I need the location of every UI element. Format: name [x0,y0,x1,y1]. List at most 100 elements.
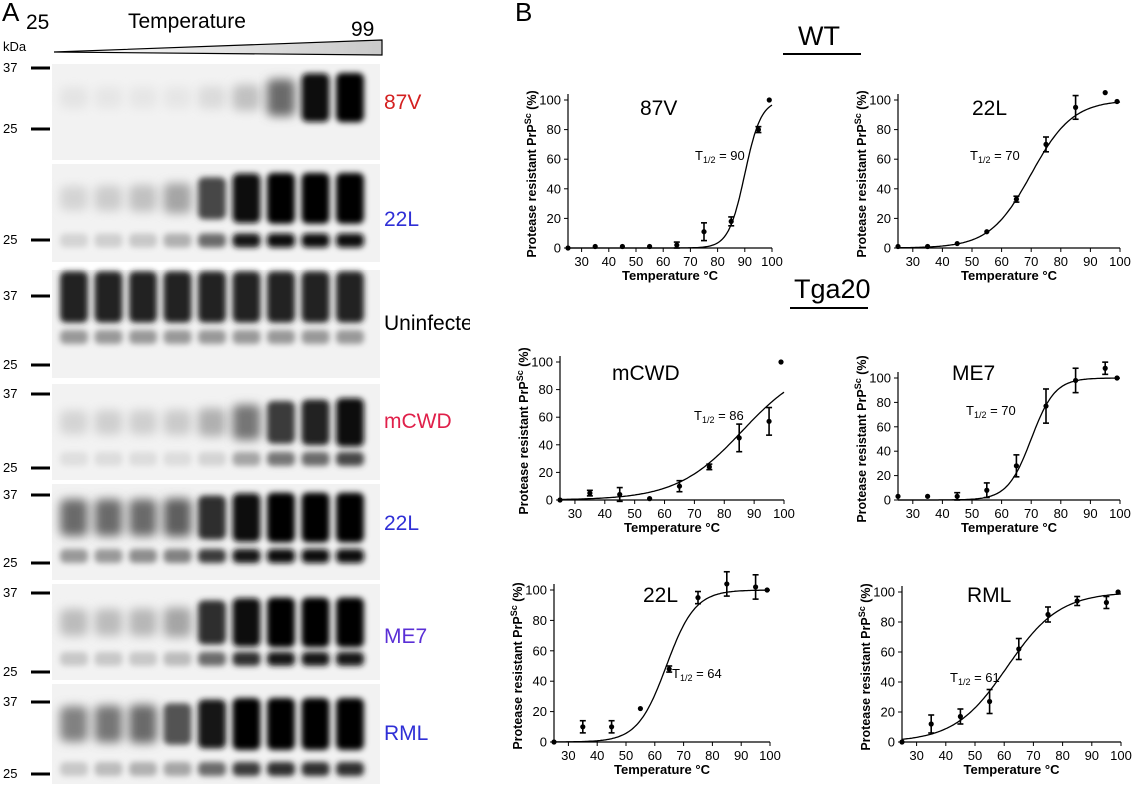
x-tick-label: 90 [734,748,748,763]
x-tick-label: 80 [705,748,719,763]
x-tick-label: 40 [598,506,612,521]
x-tick-label: 50 [968,748,982,763]
x-tick-label: 70 [1024,506,1038,521]
y-tick-label: 80 [877,395,891,410]
kda-marker-label: 37 [3,585,17,600]
kda-marker-label: 37 [3,487,17,502]
y-tick-label: 0 [884,493,891,508]
data-point [766,97,772,103]
kda-marker-label: 25 [3,555,17,570]
y-tick-label: 80 [877,122,891,137]
blot-band [94,451,123,466]
y-axis-label: Protease resistant PrPSc (%) [853,355,869,522]
blot-band [163,762,192,776]
blot-band [198,177,226,220]
data-point [609,724,615,730]
data-point [764,587,770,593]
blot-band [301,233,330,248]
data-point [987,698,993,705]
blot-band [336,72,364,123]
data-point [695,595,701,601]
data-point [647,243,653,250]
blot-band [129,86,157,109]
blot-label: 22L [384,512,419,535]
y-tick-label: 60 [539,410,553,425]
x-tick-label: 80 [1055,748,1069,763]
data-point [984,229,990,235]
temp-min-label: 25 [26,11,50,34]
x-tick-label: 70 [1026,748,1040,763]
panel-b-letter: B [515,0,533,27]
blot-band [60,608,88,636]
blot-band [60,329,88,344]
blot-band [94,608,123,636]
data-point [701,229,707,235]
blot-band [301,549,330,563]
y-tick-label: 40 [881,675,895,690]
blot-band [232,173,261,224]
blot-band [198,329,226,344]
x-tick-label: 60 [656,254,670,269]
blot-band [336,597,364,648]
blot-label: ME7 [384,625,427,648]
y-axis-label: Protease resistant PrPSc (%) [853,90,869,257]
blot-band [129,184,157,212]
blot-band [129,329,157,344]
blot-band [129,451,157,466]
blot-band [267,698,295,750]
t-half-annotation: T1/2 = 61 [950,670,1000,687]
blot-band [198,549,226,563]
temperature-label: Temperature [128,10,246,33]
y-tick-label: 0 [540,735,547,750]
blot-band [336,172,364,224]
x-tick-label: 50 [965,506,979,521]
data-point [587,490,593,496]
data-point [766,418,772,424]
x-tick-label: 100 [759,748,781,763]
blot-band [60,451,88,466]
blot-band [94,549,123,563]
data-point [666,666,672,672]
western-blot-panels: 37 25 87V 25 22L 37 25 Uninfected 37 25 mCWD 37 25 22… [3,60,470,784]
fit-curve [568,104,773,249]
y-tick-label: 60 [881,645,895,660]
blot-band [301,597,330,648]
blot-panel: 37 25 RML [3,684,428,784]
fit-curve [897,101,1121,249]
data-point [647,496,653,502]
blot-band [267,762,295,776]
y-tick-label: 80 [539,382,553,397]
blot-band [60,410,88,435]
blot-label: RML [384,722,428,745]
blot-band [60,233,88,248]
data-point [1013,196,1020,202]
x-tick-label: 40 [935,254,949,269]
blot-band [336,451,364,466]
temperature-gradient-wedge [53,39,383,56]
blot-band [301,399,330,446]
kda-marker-label: 25 [3,357,17,372]
x-tick-label: 90 [1085,748,1099,763]
y-tick-label: 0 [554,241,561,256]
blot-band [301,73,330,122]
blot-band [267,651,295,666]
blot-band [267,329,295,344]
data-point [592,243,598,250]
y-tick-label: 40 [877,181,891,196]
blot-band [198,762,226,776]
blot-band [232,698,261,750]
blot-band [336,329,364,344]
x-tick-label: 90 [1083,254,1097,269]
blot-band [198,699,226,749]
blot-band [198,651,226,666]
y-tick-label: 40 [533,674,547,689]
t-half-annotation: T1/2 = 70 [966,403,1016,420]
x-tick-label: 100 [761,254,783,269]
data-point [1114,98,1120,105]
blot-band [198,600,226,645]
x-tick-label: 80 [1054,506,1068,521]
blot-band [336,271,364,323]
kda-marker-label: 37 [3,288,17,303]
x-axis-label: Temperature °C [964,762,1061,777]
y-axis-label: Protease resistant PrPSc (%) [523,90,539,257]
